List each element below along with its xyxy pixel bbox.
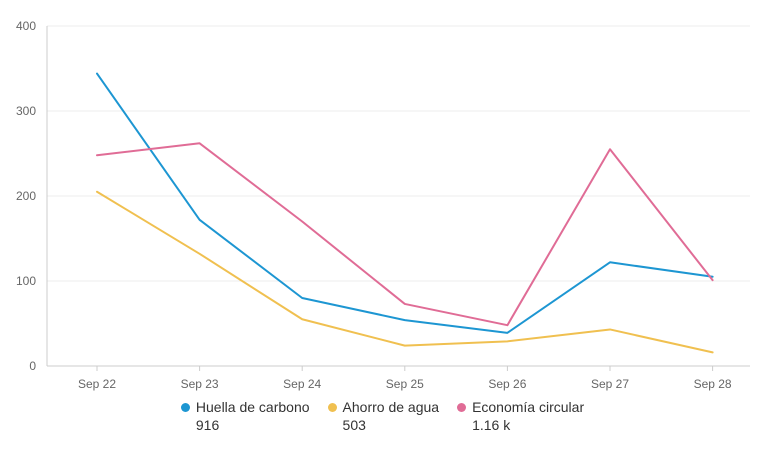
tick-labels: 0 100 200 300 400 Sep 22 Sep 23 Sep 24 Sep 25 Sep… [16, 19, 732, 391]
legend-total: 916 [195, 417, 220, 433]
legend-item-ahorro-de-agua[interactable]: Ahorro de agua 503 [327, 398, 440, 434]
y-tick-label: 200 [16, 189, 36, 203]
legend-label: Ahorro de agua [342, 399, 440, 415]
x-tick-label: Sep 28 [694, 377, 732, 391]
legend-dot-icon [327, 403, 337, 412]
y-tick-label: 0 [29, 359, 36, 373]
series-lines [96, 72, 714, 354]
x-tick-label: Sep 22 [78, 377, 116, 391]
series-line-2[interactable] [96, 142, 714, 327]
axes [46, 26, 750, 371]
chart-plot: 0 100 200 300 400 Sep 22 Sep 23 Sep 24 Sep 25 Sep… [16, 19, 750, 391]
grid-lines [47, 25, 750, 282]
y-tick-label: 300 [16, 104, 36, 118]
legend-dot-icon [457, 403, 467, 412]
legend-label: Huella de carbono [195, 399, 310, 415]
series-line-0[interactable] [96, 72, 714, 334]
x-tick-label: Sep 25 [386, 377, 424, 391]
legend: Huella de carbono 916 Ahorro de agua 503… [0, 398, 765, 434]
y-tick-label: 400 [16, 19, 36, 33]
legend-item-huella-de-carbono[interactable]: Huella de carbono 916 [180, 398, 310, 434]
legend-item-economia-circular[interactable]: Economía circular 1.16 k [457, 398, 584, 434]
x-tick-label: Sep 23 [181, 377, 219, 391]
legend-dot-icon [180, 403, 190, 412]
legend-total: 1.16 k [472, 417, 511, 433]
y-tick-label: 100 [16, 274, 36, 288]
x-tick-label: Sep 26 [488, 377, 526, 391]
x-tick-label: Sep 27 [591, 377, 629, 391]
x-tick-label: Sep 24 [283, 377, 321, 391]
legend-label: Economía circular [472, 399, 585, 415]
series-line-1[interactable] [96, 190, 714, 354]
legend-total: 503 [342, 417, 366, 433]
